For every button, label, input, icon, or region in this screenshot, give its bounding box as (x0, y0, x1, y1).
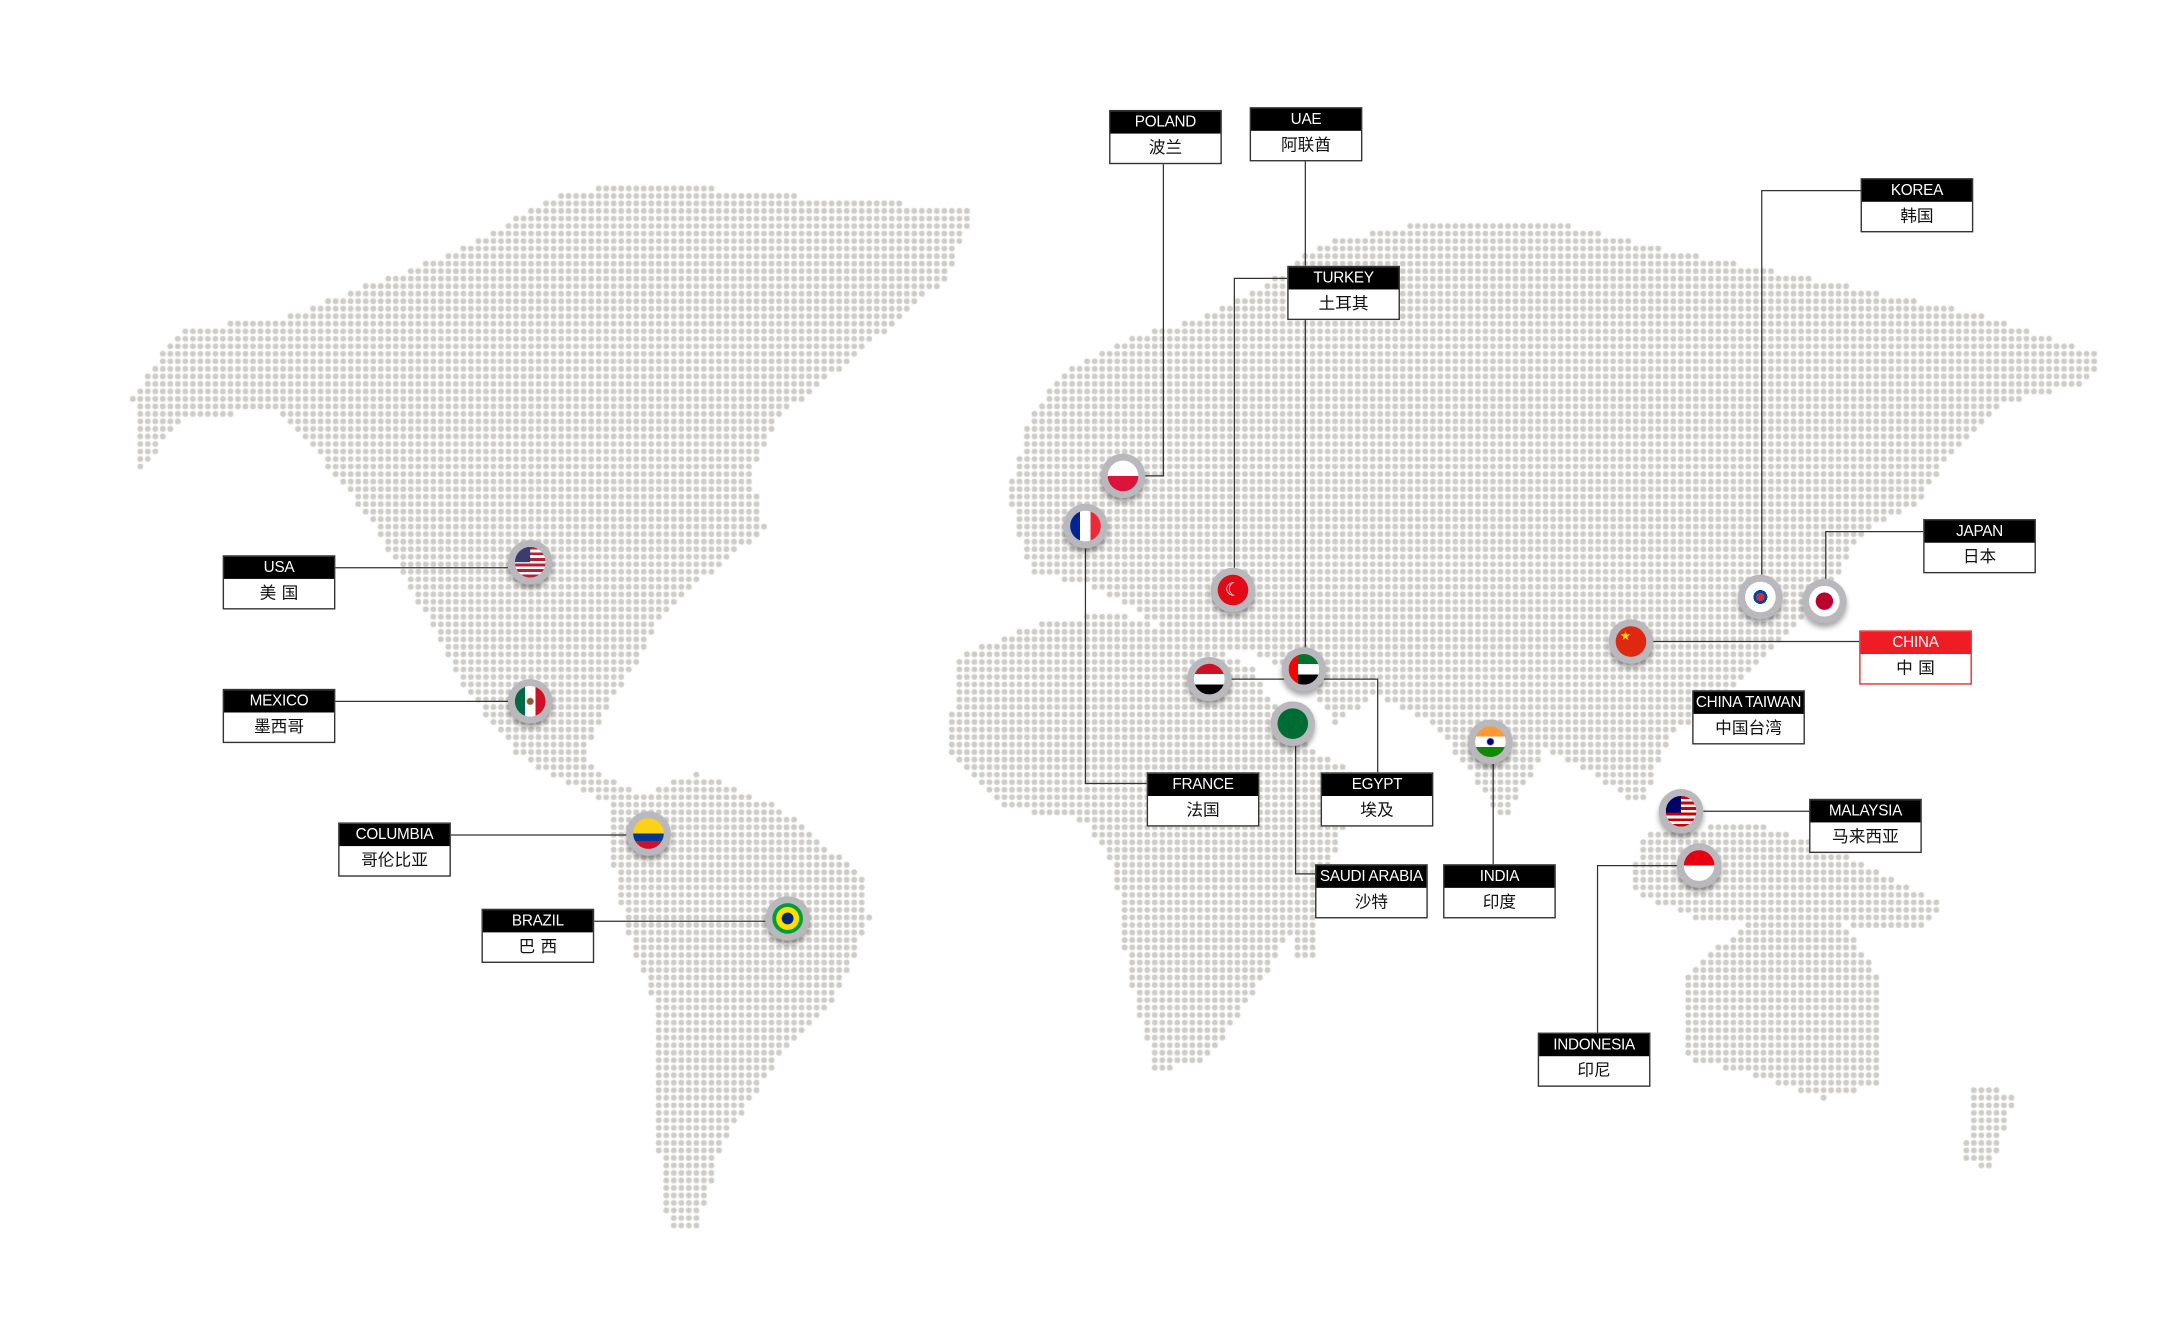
label-zh: 阿联酋 (1280, 134, 1332, 155)
marker-turkey[interactable]: ☾ (1210, 567, 1256, 613)
label-zh: 韩国 (1900, 205, 1934, 226)
label-zh: 波兰 (1148, 137, 1183, 158)
marker-saudi-arabia[interactable] (1270, 701, 1316, 746)
marker-poland[interactable] (1100, 453, 1146, 499)
usa-flag-icon (514, 546, 546, 578)
label-zh: 美 国 (259, 583, 299, 603)
label-china-taiwan: CHINA TAIWAN 中国台湾 (1692, 690, 1805, 745)
label-zh: 中国台湾 (1715, 718, 1782, 738)
label-zh: 土耳其 (1318, 293, 1369, 314)
label-zh: 埃及 (1360, 800, 1394, 820)
marker-brazil[interactable] (765, 896, 810, 941)
marker-uae[interactable] (1281, 647, 1327, 692)
marker-malaysia[interactable] (1658, 789, 1704, 834)
label-china: CHINA 中 国 (1859, 630, 1972, 685)
label-en: MALAYSIA (1810, 800, 1921, 823)
label-zh: 马来西亚 (1832, 826, 1899, 847)
label-malaysia: MALAYSIA 马来西亚 (1809, 798, 1922, 854)
connector-line (1084, 548, 1147, 785)
label-en: MEXICO (224, 690, 334, 713)
china-flag-icon: ★ (1615, 626, 1647, 657)
label-zh: 印度 (1482, 892, 1517, 912)
marker-usa[interactable] (507, 539, 553, 585)
label-indonesia: INDONESIA 印尼 (1537, 1032, 1651, 1087)
connector-line (1145, 162, 1165, 477)
label-en: KOREA (1861, 179, 1972, 202)
connector-line (1233, 277, 1288, 568)
label-en: COLUMBIA (339, 823, 450, 847)
label-poland: POLAND 波兰 (1109, 109, 1222, 165)
marker-korea[interactable] (1738, 574, 1783, 620)
france-flag-icon (1070, 510, 1101, 542)
marker-japan[interactable] (1802, 578, 1847, 624)
label-zh: 哥伦比亚 (361, 850, 428, 870)
connector-line (1596, 864, 1677, 1033)
label-zh: 印尼 (1577, 1060, 1611, 1080)
label-brazil: BRAZIL 巴 西 (481, 908, 595, 963)
connector-line (1294, 745, 1316, 875)
label-en: POLAND (1110, 111, 1221, 134)
saudi-flag-icon (1277, 708, 1309, 739)
marker-france[interactable] (1063, 503, 1108, 549)
marker-egypt[interactable] (1187, 656, 1232, 702)
indonesia-flag-icon (1683, 850, 1715, 881)
label-zh: 日本 (1962, 546, 1997, 567)
colombia-flag-icon (633, 818, 664, 849)
label-zh: 墨西哥 (253, 716, 305, 737)
label-en: EGYPT (1322, 773, 1432, 796)
label-en: FRANCE (1148, 773, 1259, 796)
label-saudi-arabia: SAUDI ARABIA 沙特 (1315, 864, 1428, 919)
uae-flag-icon (1288, 654, 1320, 685)
label-mexico: MEXICO 墨西哥 (222, 688, 336, 744)
label-korea: KOREA 韩国 (1860, 178, 1974, 233)
label-zh: 法国 (1186, 800, 1220, 820)
marker-indonesia[interactable] (1676, 843, 1722, 888)
label-en: INDONESIA (1539, 1033, 1650, 1057)
connector-line (1761, 190, 1861, 575)
label-en: SAUDI ARABIA (1316, 865, 1427, 888)
india-flag-icon (1475, 726, 1506, 758)
connector-line (1231, 678, 1379, 773)
egypt-flag-icon (1193, 663, 1225, 695)
japan-flag-icon (1809, 585, 1840, 617)
label-en: TURKEY (1288, 267, 1399, 290)
marker-china[interactable]: ★ (1608, 619, 1654, 664)
connector-line (1825, 530, 1924, 579)
label-en: CHINA TAIWAN (1693, 691, 1804, 714)
korea-flag-icon (1745, 581, 1776, 613)
label-uae: UAE 阿联酋 (1249, 107, 1363, 162)
label-turkey: TURKEY 土耳其 (1287, 265, 1400, 321)
turkey-flag-icon: ☾ (1217, 574, 1249, 606)
marker-columbia[interactable] (626, 811, 671, 856)
label-usa: USA 美 国 (222, 555, 336, 610)
label-columbia: COLUMBIA 哥伦比亚 (338, 822, 451, 877)
label-en: JAPAN (1924, 520, 2035, 543)
label-en: USA (224, 556, 334, 579)
label-en: CHINA (1860, 631, 1971, 655)
label-egypt: EGYPT 埃及 (1320, 772, 1434, 827)
label-en: INDIA (1444, 865, 1555, 888)
label-france: FRANCE 法国 (1146, 772, 1260, 827)
label-india: INDIA 印度 (1443, 864, 1556, 919)
marker-mexico[interactable] (507, 679, 553, 724)
label-en: UAE (1251, 108, 1361, 131)
label-japan: JAPAN 日本 (1923, 519, 2036, 574)
label-zh: 沙特 (1354, 892, 1389, 912)
brazil-flag-icon (772, 903, 803, 934)
mexico-flag-icon (514, 686, 546, 717)
label-zh: 中 国 (1896, 658, 1935, 678)
poland-flag-icon (1107, 460, 1139, 492)
label-en: BRAZIL (482, 910, 593, 933)
malaysia-flag-icon (1665, 795, 1697, 827)
marker-india[interactable] (1468, 719, 1513, 764)
label-zh: 巴 西 (518, 936, 558, 957)
